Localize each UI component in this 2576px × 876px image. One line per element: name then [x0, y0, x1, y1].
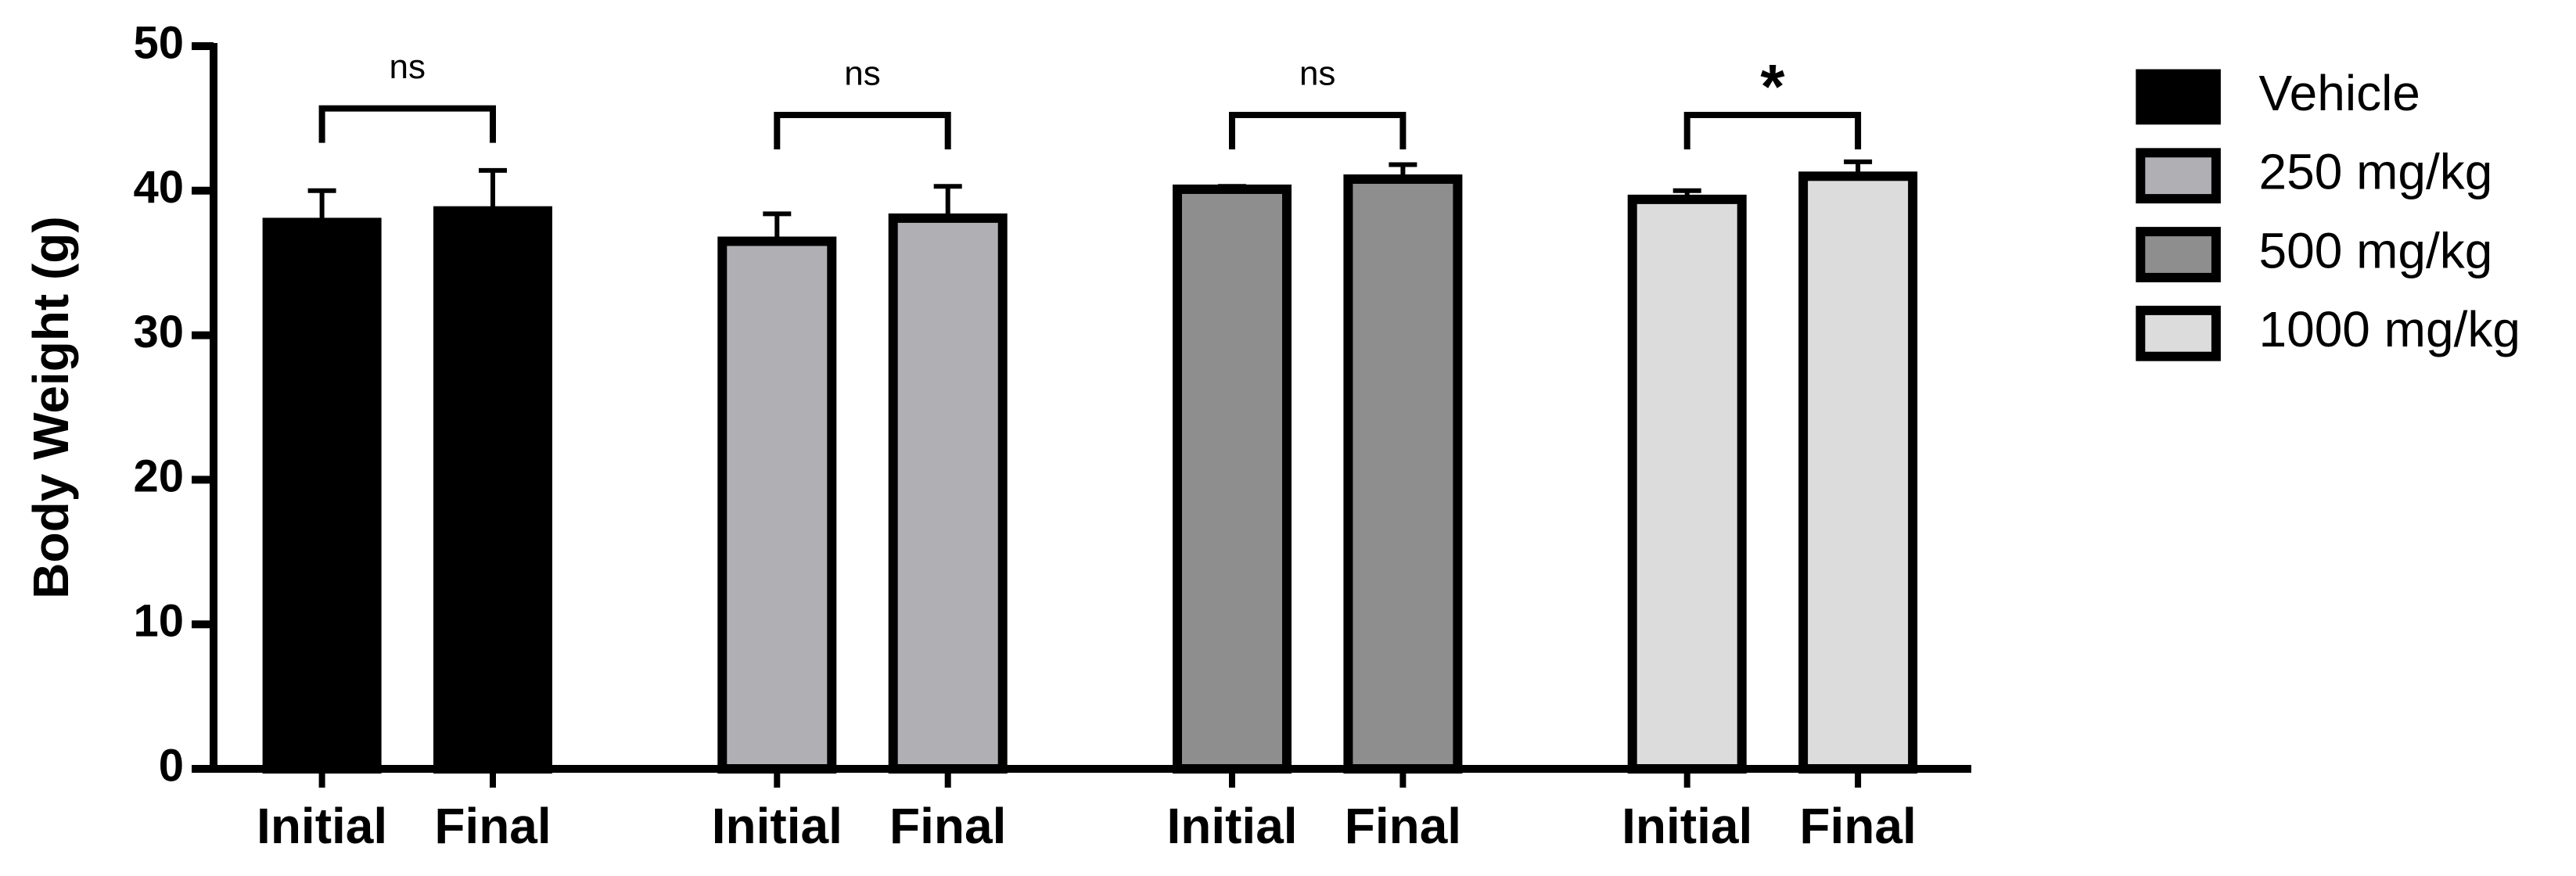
- significance-bracket: [318, 105, 496, 143]
- error-bar: [479, 167, 507, 211]
- significance-label: ns: [1299, 55, 1335, 93]
- significance-label: *: [1760, 52, 1785, 121]
- significance-bracket: [1683, 112, 1862, 149]
- x-tick-label: Initial: [257, 798, 387, 854]
- y-tick-label: 40: [133, 162, 184, 213]
- legend-swatch: [2136, 305, 2221, 361]
- legend-label: 250 mg/kg: [2259, 144, 2493, 200]
- y-tick-label: 30: [133, 307, 184, 357]
- y-tick-label: 0: [159, 740, 184, 791]
- x-tick-label: Final: [1799, 798, 1916, 854]
- legend-label: 500 mg/kg: [2259, 222, 2493, 278]
- bar: [262, 217, 382, 774]
- x-tick-label: Initial: [1166, 798, 1297, 854]
- y-tick-label: 10: [133, 596, 184, 647]
- error-bar: [1389, 162, 1417, 180]
- error-bar: [1672, 188, 1701, 199]
- bar: [433, 206, 552, 774]
- bar: [1798, 171, 1918, 774]
- bar: [1343, 174, 1463, 774]
- legend-label: 1000 mg/kg: [2259, 301, 2520, 357]
- bar: [717, 236, 837, 774]
- error-bar: [1844, 159, 1873, 177]
- y-tick-label: 50: [133, 17, 184, 68]
- x-tick-label: Final: [1345, 798, 1461, 854]
- error-bar: [1218, 184, 1246, 189]
- significance-bracket: [1229, 112, 1407, 149]
- bar: [888, 213, 1008, 774]
- error-bar: [933, 184, 962, 218]
- legend-swatch: [2136, 69, 2221, 125]
- legend-label: Vehicle: [2259, 65, 2420, 121]
- y-tick-label: 20: [133, 451, 184, 502]
- x-tick-label: Initial: [1622, 798, 1752, 854]
- legend-swatch: [2136, 227, 2221, 282]
- error-bar: [763, 211, 792, 242]
- bar: [1173, 184, 1292, 774]
- legend-swatch: [2136, 148, 2221, 204]
- significance-bracket: [774, 112, 951, 149]
- x-tick-label: Final: [434, 798, 551, 854]
- x-tick-label: Final: [889, 798, 1006, 854]
- error-bar: [307, 188, 336, 223]
- significance-label: ns: [390, 48, 426, 86]
- significance-label: ns: [844, 55, 880, 93]
- y-axis-title: Body Weight (g): [23, 216, 79, 598]
- bar: [1627, 194, 1747, 774]
- x-tick-label: Initial: [712, 798, 842, 854]
